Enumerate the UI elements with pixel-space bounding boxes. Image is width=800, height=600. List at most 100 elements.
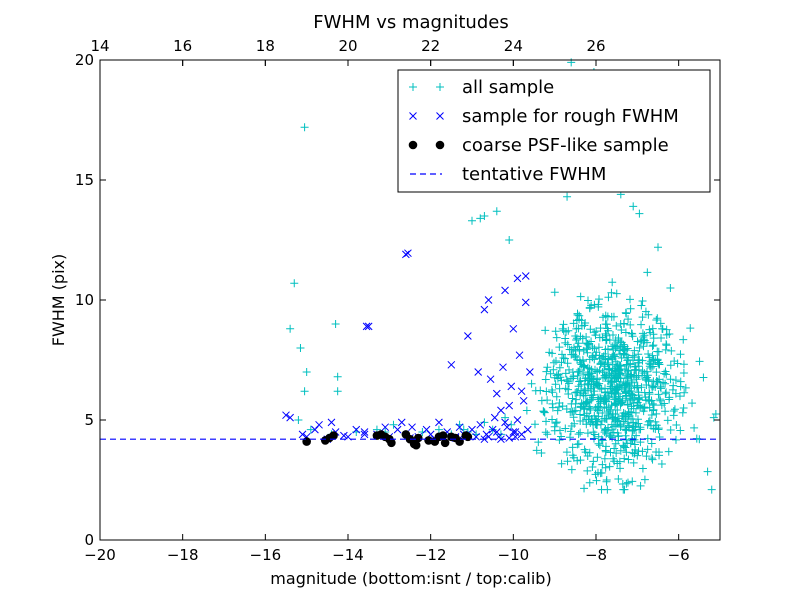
point-all-sample — [611, 401, 620, 410]
point-all-sample — [585, 404, 594, 413]
point-all-sample — [690, 423, 699, 432]
point-all-sample — [601, 336, 610, 345]
y-tick-label: 10 — [75, 291, 94, 309]
point-all-sample — [612, 289, 621, 298]
point-all-sample — [571, 399, 580, 408]
point-all-sample — [616, 392, 625, 401]
point-all-sample — [614, 396, 623, 405]
point-all-sample — [568, 394, 577, 403]
point-all-sample — [648, 455, 657, 464]
legend-box — [397, 69, 711, 193]
y-axis: 0 5 10 15 20 — [75, 51, 720, 549]
point-all-sample — [654, 347, 663, 356]
point-all-sample — [631, 365, 640, 374]
point-all-sample — [294, 416, 303, 424]
point-all-sample — [617, 326, 626, 335]
point-sample-for-rough-fwhm — [513, 416, 522, 424]
point-all-sample — [605, 462, 614, 471]
point-all-sample — [597, 416, 606, 425]
point-sample-for-rough-fwhm — [408, 423, 416, 432]
point-sample-for-rough-fwhm — [509, 428, 518, 436]
point-all-sample — [614, 436, 623, 445]
legend-label: tentative FWHM — [462, 164, 606, 185]
point-all-sample — [548, 349, 557, 358]
point-all-sample — [582, 420, 591, 429]
point-all-sample — [620, 442, 629, 451]
point-all-sample — [630, 346, 639, 355]
point-all-sample — [557, 358, 566, 367]
point-all-sample — [571, 332, 580, 341]
point-all-sample — [302, 368, 311, 376]
point-all-sample — [638, 464, 647, 473]
x-tick-label: −16 — [250, 546, 282, 564]
point-all-sample — [658, 324, 667, 333]
point-all-sample — [641, 307, 650, 316]
point-all-sample — [612, 321, 621, 330]
point-all-sample — [608, 330, 617, 339]
point-all-sample — [581, 374, 590, 383]
point-all-sample — [594, 406, 603, 415]
point-all-sample — [640, 403, 649, 412]
point-all-sample — [621, 443, 630, 452]
point-all-sample — [565, 365, 574, 374]
point-all-sample — [542, 417, 551, 426]
point-all-sample — [543, 363, 552, 372]
point-all-sample — [670, 357, 679, 366]
point-sample-for-rough-fwhm — [505, 401, 514, 410]
point-all-sample — [594, 432, 603, 441]
point-all-sample — [610, 395, 619, 404]
point-all-sample — [616, 423, 625, 432]
point-all-sample — [585, 364, 594, 373]
point-all-sample — [576, 292, 585, 301]
point-sample-for-rough-fwhm — [298, 430, 307, 439]
point-all-sample — [552, 333, 561, 342]
point-all-sample — [676, 426, 685, 435]
point-all-sample — [333, 372, 342, 381]
point-all-sample — [595, 354, 604, 363]
point-all-sample — [588, 463, 597, 472]
point-sample-for-rough-fwhm — [497, 406, 505, 415]
point-all-sample — [577, 399, 586, 408]
point-all-sample — [619, 409, 628, 418]
point-all-sample — [601, 320, 610, 329]
point-all-sample — [534, 438, 543, 447]
point-all-sample — [647, 396, 656, 405]
point-all-sample — [532, 446, 541, 455]
point-all-sample — [623, 478, 632, 487]
point-all-sample — [557, 459, 566, 468]
point-all-sample — [540, 408, 549, 417]
point-coarse-psf-like-sample — [440, 438, 450, 448]
point-all-sample — [699, 373, 708, 382]
point-all-sample — [638, 367, 647, 376]
point-all-sample — [592, 327, 601, 336]
point-all-sample — [647, 439, 656, 448]
point-all-sample — [561, 354, 570, 363]
point-all-sample — [675, 392, 684, 401]
point-all-sample — [589, 390, 598, 399]
point-all-sample — [603, 485, 612, 494]
point-all-sample — [569, 413, 578, 422]
point-all-sample — [655, 395, 664, 404]
point-all-sample — [652, 448, 661, 457]
point-all-sample — [676, 377, 685, 386]
point-sample-for-rough-fwhm — [486, 375, 495, 384]
point-all-sample — [652, 368, 661, 377]
point-all-sample — [551, 380, 560, 389]
top-x-tick-label: 16 — [173, 37, 192, 55]
point-all-sample — [613, 414, 622, 423]
point-all-sample — [610, 352, 619, 361]
point-sample-for-rough-fwhm — [507, 382, 516, 391]
point-all-sample — [639, 333, 648, 342]
point-all-sample — [593, 381, 602, 390]
point-all-sample — [630, 425, 639, 434]
point-all-sample — [550, 288, 559, 297]
point-all-sample — [628, 427, 637, 436]
point-sample-for-rough-fwhm — [484, 296, 493, 304]
x-tick-label: −14 — [332, 546, 364, 564]
x-tick-label: −20 — [84, 546, 116, 564]
point-all-sample — [604, 354, 613, 363]
point-all-sample — [624, 407, 633, 416]
point-all-sample — [703, 467, 712, 476]
point-all-sample — [579, 391, 588, 400]
point-all-sample — [662, 341, 671, 350]
